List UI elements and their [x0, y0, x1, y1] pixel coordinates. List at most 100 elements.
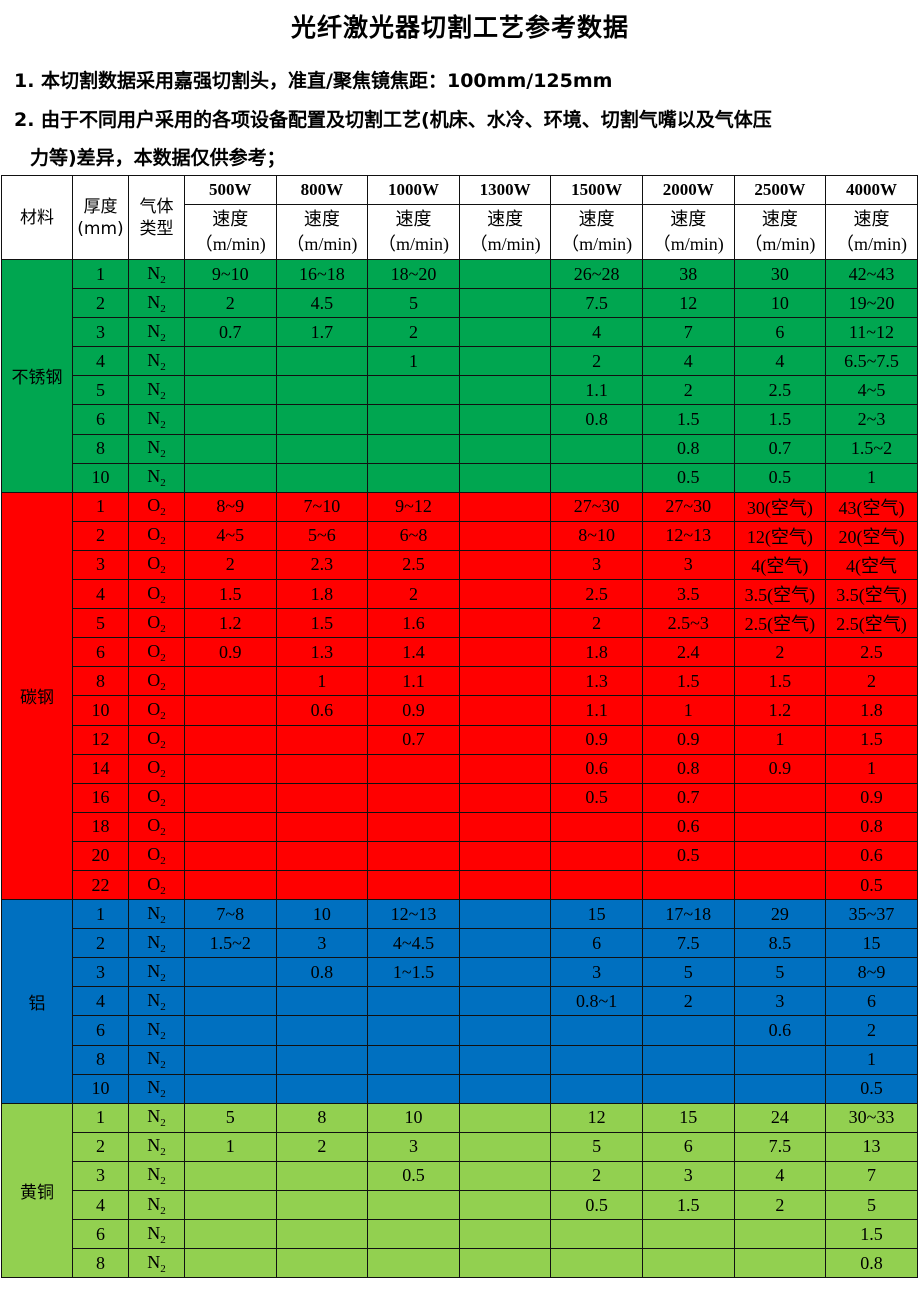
table-row: 4 N2 0.8~1 2 3 6	[1, 986, 918, 1017]
table-row: 3 N2 0.7 1.7 2 4 7 6 11~12	[1, 317, 918, 348]
thickness-cell: 1	[72, 258, 129, 290]
speed-cell: 12~13	[367, 899, 460, 930]
speed-cell	[641, 1044, 735, 1075]
header-power: 1500W	[550, 175, 643, 205]
table-row: 12 O2 0.7 0.9 0.9 1 1.5	[1, 724, 918, 755]
speed-cell	[458, 549, 552, 581]
speed-cell	[367, 1248, 460, 1279]
speed-cell: 5	[733, 957, 827, 988]
header-speed-unit: 速度 （m/min)	[367, 204, 460, 260]
speed-cell: 5	[184, 1102, 277, 1133]
speed-cell: 1.2	[184, 608, 277, 639]
gas-cell: N2	[128, 1102, 185, 1133]
speed-cell: 2	[641, 375, 735, 406]
speed-label: 速度	[303, 209, 340, 229]
header-speed-unit: 速度 （m/min)	[641, 204, 735, 260]
speed-cell: 2.3	[275, 549, 369, 581]
speed-cell: 1.8	[550, 637, 643, 668]
speed-cell: 12	[550, 1102, 643, 1133]
gas-cell: O2	[128, 549, 185, 581]
speed-cell: 2	[184, 288, 277, 319]
note-2-continued: 力等)差异，本数据仅供参考；	[30, 147, 286, 169]
table-row: 黄铜 1 N2 5 8 10 12 15 24 30~33	[1, 1102, 918, 1279]
speed-cell	[275, 724, 369, 755]
speed-cell: 1.4	[367, 637, 460, 668]
speed-cell: 0.9	[184, 637, 277, 668]
speed-cell	[733, 811, 827, 842]
speed-cell	[458, 1189, 552, 1221]
speed-cell: 17~18	[641, 899, 735, 930]
speed-cell: 2.5	[825, 637, 918, 668]
speed-cell: 7	[825, 1160, 918, 1192]
speed-unit: （m/min)	[377, 234, 449, 254]
gas-cell: N2	[128, 1073, 185, 1104]
speed-cell	[458, 637, 552, 668]
gas-cell: N2	[128, 1219, 185, 1250]
speed-cell: 1~1.5	[367, 957, 460, 988]
gas-cell: N2	[128, 1248, 185, 1279]
speed-cell: 2	[367, 317, 460, 348]
thickness-cell: 16	[72, 782, 129, 813]
speed-cell	[275, 811, 369, 842]
speed-cell	[275, 346, 369, 377]
speed-cell: 4~5	[825, 375, 918, 406]
speed-cell	[458, 317, 552, 348]
header-speed-unit: 速度 （m/min)	[275, 204, 369, 260]
speed-cell: 1.1	[550, 695, 643, 726]
thickness-cell: 2	[72, 520, 129, 551]
speed-cell: 10	[275, 899, 369, 930]
table-row: 18 O2 0.6 0.8	[1, 811, 918, 842]
speed-cell: 1.8	[825, 695, 918, 726]
speed-cell: 5~6	[275, 520, 369, 551]
speed-cell	[458, 666, 552, 697]
speed-cell	[367, 404, 460, 435]
thickness-cell: 2	[72, 288, 129, 319]
speed-cell	[275, 433, 369, 464]
speed-cell	[367, 811, 460, 842]
thickness-cell: 6	[72, 404, 129, 435]
speed-cell: 3	[550, 957, 643, 988]
speed-cell	[367, 1219, 460, 1250]
speed-cell	[458, 258, 552, 290]
speed-cell	[641, 1073, 735, 1104]
speed-cell	[550, 462, 643, 493]
speed-cell: 1.5	[733, 404, 827, 435]
speed-cell	[275, 753, 369, 784]
speed-cell: 10	[367, 1102, 460, 1133]
speed-cell	[458, 433, 552, 464]
speed-cell: 2.5(空气)	[733, 608, 827, 639]
speed-cell: 2.5(空气)	[825, 608, 918, 639]
thickness-cell: 2	[72, 928, 129, 959]
speed-cell: 1.5	[641, 404, 735, 435]
speed-cell: 2	[733, 1189, 827, 1221]
speed-cell	[641, 869, 735, 901]
speed-cell	[458, 811, 552, 842]
speed-cell	[641, 1015, 735, 1046]
speed-cell: 0.5	[641, 840, 735, 871]
gas-cell: O2	[128, 695, 185, 726]
speed-cell	[184, 782, 277, 813]
speed-cell	[275, 1189, 369, 1221]
speed-unit: （m/min)	[652, 234, 724, 254]
speed-cell: 30(空气)	[733, 491, 827, 522]
speed-cell: 1.7	[275, 317, 369, 348]
speed-cell	[367, 1044, 460, 1075]
speed-cell	[458, 520, 552, 551]
thickness-cell: 3	[72, 1160, 129, 1192]
speed-cell: 3.5(空气)	[825, 579, 918, 610]
speed-cell	[184, 869, 277, 901]
speed-label: 速度	[578, 209, 615, 229]
gas-cell: N2	[128, 1189, 185, 1221]
speed-cell: 0.7	[184, 317, 277, 348]
table-row: 8 N2 1	[1, 1044, 918, 1075]
gas-cell: N2	[128, 288, 185, 319]
speed-cell	[458, 1044, 552, 1075]
thickness-cell: 12	[72, 724, 129, 755]
speed-cell: 3	[733, 986, 827, 1017]
speed-cell: 0.7	[641, 782, 735, 813]
speed-cell	[275, 375, 369, 406]
gas-cell: N2	[128, 899, 185, 930]
speed-cell: 1.8	[275, 579, 369, 610]
speed-cell: 24	[733, 1102, 827, 1133]
table-row: 4 N2 0.5 1.5 2 5	[1, 1189, 918, 1221]
